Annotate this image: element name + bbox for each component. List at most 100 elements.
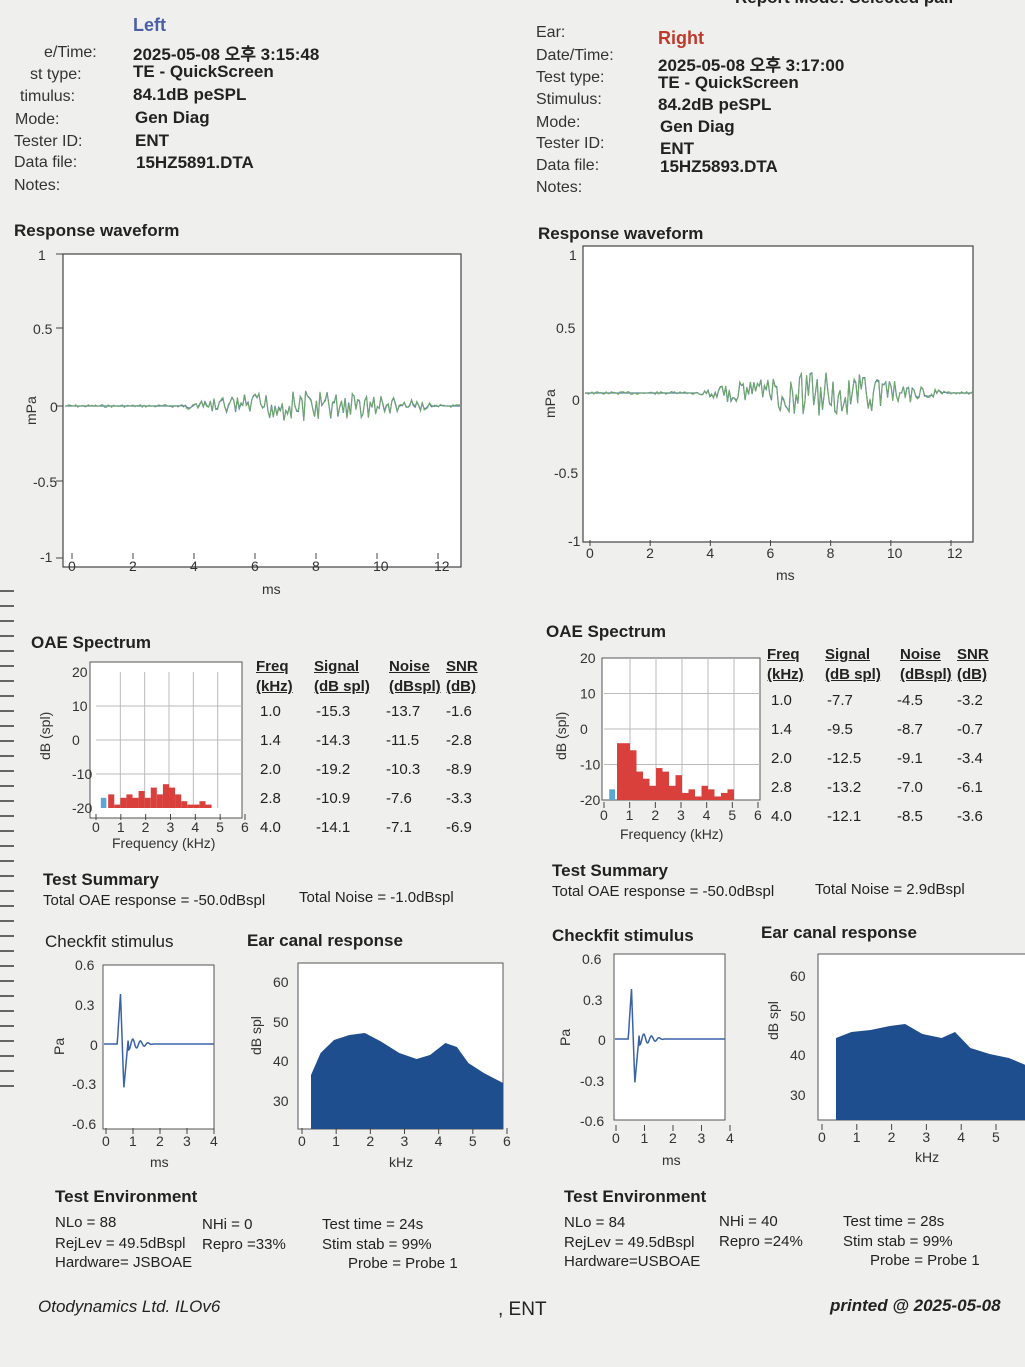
perforation-dash <box>0 635 14 637</box>
left-ec-yt0: 60 <box>273 974 289 990</box>
right-spec-bar <box>682 792 689 800</box>
right-ec-xtick: 4 <box>957 1129 965 1145</box>
right-spec-ytick: 10 <box>580 686 596 702</box>
perforation-dash <box>0 815 14 817</box>
left-spec-xlabel: Frequency (kHz) <box>112 835 215 851</box>
right-spec-xtick: 2 <box>651 807 659 823</box>
perforation-dash <box>0 935 14 937</box>
left-cf-ylabel: Pa <box>51 1038 67 1055</box>
right-value-stimulus: 84.2dB peSPL <box>658 95 772 114</box>
left-th-freq: Freq (kHz) <box>256 658 293 695</box>
left-cf-xtick: 2 <box>156 1133 164 1149</box>
table-cell: -13.7 <box>386 703 421 720</box>
table-cell: -7.7 <box>827 692 853 709</box>
right-value-testtype: TE - QuickScreen <box>658 73 799 92</box>
left-wf-xtick: 8 <box>312 558 320 574</box>
perforation-dash <box>0 995 14 997</box>
left-cf-yt3: -0.3 <box>72 1076 96 1092</box>
table-cell: 4.0 <box>771 808 792 825</box>
right-spec-xtick: 3 <box>677 807 685 823</box>
right-spec-bar <box>656 768 663 800</box>
right-earcanal-title: Ear canal response <box>761 923 917 942</box>
report-mode: Report Mode: Selected pair <box>735 0 955 8</box>
left-th-noise: Noise (dBspl) <box>389 658 441 695</box>
right-ec-ylabel: dB spl <box>765 1001 781 1040</box>
right-wf-xtick: 12 <box>947 545 963 561</box>
right-value-datetime: 2025-05-08 오후 3:17:00 <box>658 56 845 75</box>
table-cell: -4.5 <box>897 692 923 709</box>
table-cell: -14.3 <box>316 732 351 749</box>
left-spec-xtick: 5 <box>216 819 224 835</box>
perforation-dash <box>0 950 14 952</box>
perforation-dash <box>0 800 14 802</box>
right-wf-xtick: 4 <box>706 545 714 561</box>
right-ec-xlabel: kHz <box>915 1149 939 1165</box>
right-cf-xtick: 3 <box>698 1130 706 1146</box>
right-wf-xlabel: ms <box>776 567 795 583</box>
table-cell: -12.1 <box>827 808 862 825</box>
left-cf-xtick: 3 <box>183 1133 191 1149</box>
left-env-testtime: Test time = 24s <box>322 1216 424 1233</box>
right-cf-yt1: 0.3 <box>583 992 603 1008</box>
table-cell: -9.5 <box>827 721 853 738</box>
left-checkfit-chart: 0.6 0.3 0 -0.3 -0.6 Pa 0 1 2 3 4 ms <box>51 957 218 1170</box>
perforation-dash <box>0 830 14 832</box>
left-wf-ytick-m05: -0.5 <box>33 474 57 490</box>
right-label-mode: Mode: <box>536 114 581 131</box>
table-cell: 2.0 <box>771 750 792 767</box>
table-cell: -10.3 <box>386 761 421 778</box>
right-cf-xtick: 0 <box>612 1130 620 1146</box>
left-env-hardware: Hardware= JSBOAE <box>55 1254 193 1271</box>
right-spec-bar <box>714 796 721 800</box>
right-cf-xtick: 2 <box>669 1130 677 1146</box>
table-cell: -3.6 <box>957 808 983 825</box>
perforation-dash <box>0 1085 14 1087</box>
left-summary-oae: Total OAE response = -50.0dBspl <box>43 892 266 909</box>
table-cell: -0.7 <box>957 721 983 738</box>
left-ec-xlabel: kHz <box>389 1154 413 1170</box>
right-spec-bar <box>662 771 669 800</box>
right-wf-xtick: 0 <box>586 545 594 561</box>
left-summary-title: Test Summary <box>43 870 159 889</box>
table-cell: -8.9 <box>446 761 472 778</box>
right-spec-bar <box>636 771 643 800</box>
right-wf-ytick-m05: -0.5 <box>554 465 578 481</box>
perforation-dash <box>0 905 14 907</box>
right-env-repro: Repro =24% <box>719 1233 803 1250</box>
right-env-nhi: NHi = 40 <box>719 1213 778 1230</box>
right-label-testtype: Test type: <box>536 69 605 86</box>
table-cell: 2.0 <box>260 761 281 778</box>
left-cf-xtick: 4 <box>210 1133 218 1149</box>
left-spec-bar <box>108 794 115 808</box>
left-label-testerid: Tester ID: <box>14 133 83 150</box>
right-ec-yt2: 40 <box>790 1047 806 1063</box>
left-ec-xtick: 3 <box>401 1133 409 1149</box>
right-ear-label: Right <box>658 28 704 48</box>
left-env-nlo: NLo = 88 <box>55 1214 117 1231</box>
left-earcanal-title: Ear canal response <box>247 931 403 950</box>
right-wf-ytick-0: 0 <box>572 392 580 408</box>
left-spec-ytick: 20 <box>72 664 88 680</box>
perforation-dash <box>0 1070 14 1072</box>
right-spec-bar <box>701 785 708 800</box>
perforation-dash <box>0 890 14 892</box>
right-spec-ytick: -10 <box>580 757 600 773</box>
right-summary-noise: Total Noise = 2.9dBspl <box>815 881 965 898</box>
right-wf-xtick: 6 <box>767 545 775 561</box>
right-label-testerid: Tester ID: <box>536 135 605 152</box>
right-spec-bar <box>675 775 682 800</box>
left-wf-ytick-0: 0 <box>50 399 58 415</box>
right-env-stimstab: Stim stab = 99% <box>843 1233 953 1250</box>
left-wf-ytick-05: 0.5 <box>33 321 53 337</box>
right-checkfit-title: Checkfit stimulus <box>552 926 694 945</box>
left-value-stimulus: 84.1dB peSPL <box>133 85 247 104</box>
left-earcanal-chart: 60 50 40 30 dB spl 0 1 2 3 4 5 6 kHz <box>248 962 511 1170</box>
left-spec-bar <box>126 794 133 808</box>
perforation-dash <box>0 845 14 847</box>
perforation-dash <box>0 740 14 742</box>
left-spec-ytick: -20 <box>72 800 92 816</box>
right-spec-bar <box>721 792 728 800</box>
perforation-dash <box>0 710 14 712</box>
left-env-stimstab: Stim stab = 99% <box>322 1236 432 1253</box>
right-cf-xtick: 1 <box>641 1130 649 1146</box>
